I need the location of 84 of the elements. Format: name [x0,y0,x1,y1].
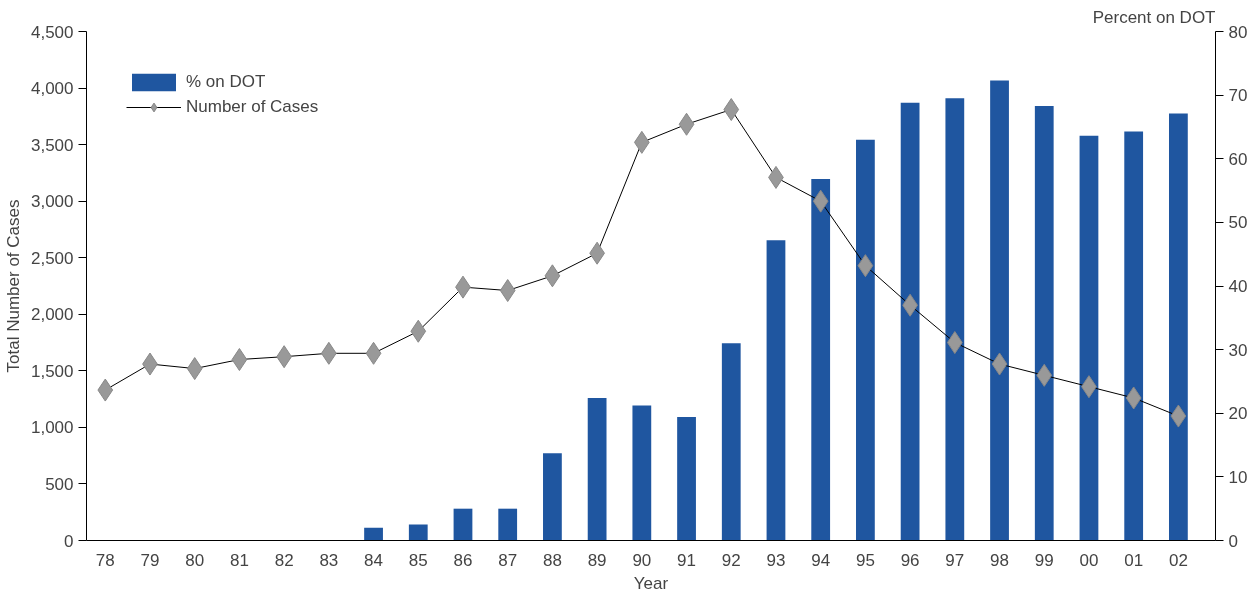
point [812,189,829,213]
y2-tick-label: 10 [1228,467,1248,487]
x-tick-label: 87 [498,550,518,570]
bar [1034,105,1054,541]
point [857,254,874,278]
bar [498,508,518,541]
bar [811,179,831,541]
point [231,348,248,372]
x-axis-title: Year [633,573,669,593]
x-tick-label: 82 [274,550,294,570]
y-tick-label: 1,500 [30,361,74,381]
y-tick-label: 2,000 [30,305,74,325]
point [365,341,382,365]
point [499,279,516,303]
point [1170,404,1187,428]
point [991,352,1008,376]
point [678,112,695,136]
bar [677,417,696,541]
x-tick-label: 02 [1168,550,1188,570]
x-tick-label: 99 [1034,550,1054,570]
y2-tick-label: 70 [1228,86,1248,106]
y2-tick-label: 40 [1228,277,1248,296]
bar [1169,113,1188,541]
bar [945,98,965,541]
y2-tick-label: 50 [1228,213,1248,233]
y-tick-label: 2,500 [30,248,74,268]
bar [856,139,875,541]
bar [453,508,473,541]
x-tick-label: 90 [632,550,652,570]
x-tick-label: 94 [811,550,831,570]
x-tick-label: 80 [185,550,205,570]
x-tick-label: 97 [945,550,965,570]
y2-tick-label: 0 [1228,531,1238,551]
legend-label: Number of Cases [186,97,319,117]
point [1125,386,1142,410]
bar [543,453,562,541]
x-tick-label: 79 [140,550,160,570]
x-tick-label: 84 [364,550,384,570]
y-tick-label: 4,000 [30,79,74,99]
y-tick-label: 500 [45,474,74,494]
y-tick-label: 0 [64,531,74,551]
bar [721,343,741,541]
point [544,264,561,288]
bar [364,527,383,541]
point [186,357,203,381]
y-tick-label: 1,000 [30,418,74,438]
x-tick-label: 85 [408,550,428,570]
point [946,331,963,355]
bar [408,524,428,541]
bar [1124,131,1144,541]
y2-tick-label: 30 [1228,340,1248,360]
bar [632,405,652,541]
x-tick-label: 00 [1079,550,1099,570]
bar [587,397,607,541]
y2-tick-label: 20 [1228,404,1248,424]
point [723,98,740,122]
x-tick-label: 95 [855,550,875,570]
x-tick-label: 92 [721,550,741,570]
y-tick-label: 3,000 [30,192,74,212]
y2-axis-title: Percent on DOT [1092,7,1216,27]
y-tick-label: 4,500 [30,22,74,42]
y2-tick-label: 60 [1228,149,1248,169]
x-tick-label: 78 [95,550,115,570]
x-tick-label: 98 [990,550,1009,570]
y-tick-label: 3,500 [30,135,74,155]
x-tick-label: 83 [319,550,339,570]
point [97,378,114,402]
x-tick-label: 86 [453,550,473,570]
x-tick-label: 01 [1124,550,1144,570]
bar [990,80,1009,541]
bar [1079,135,1099,541]
x-tick-label: 93 [766,550,786,570]
x-tick-label: 89 [587,550,607,570]
y-axis-title: Total Number of Cases [3,199,23,373]
x-tick-label: 91 [677,550,697,570]
x-tick-label: 88 [542,550,562,570]
x-tick-label: 96 [900,550,920,570]
bar [900,102,920,541]
point [410,319,427,343]
point [1036,363,1053,387]
legend-label: % on DOT [186,72,266,92]
y2-tick-label: 80 [1228,22,1248,42]
x-tick-label: 81 [229,550,249,570]
bar [766,240,786,541]
